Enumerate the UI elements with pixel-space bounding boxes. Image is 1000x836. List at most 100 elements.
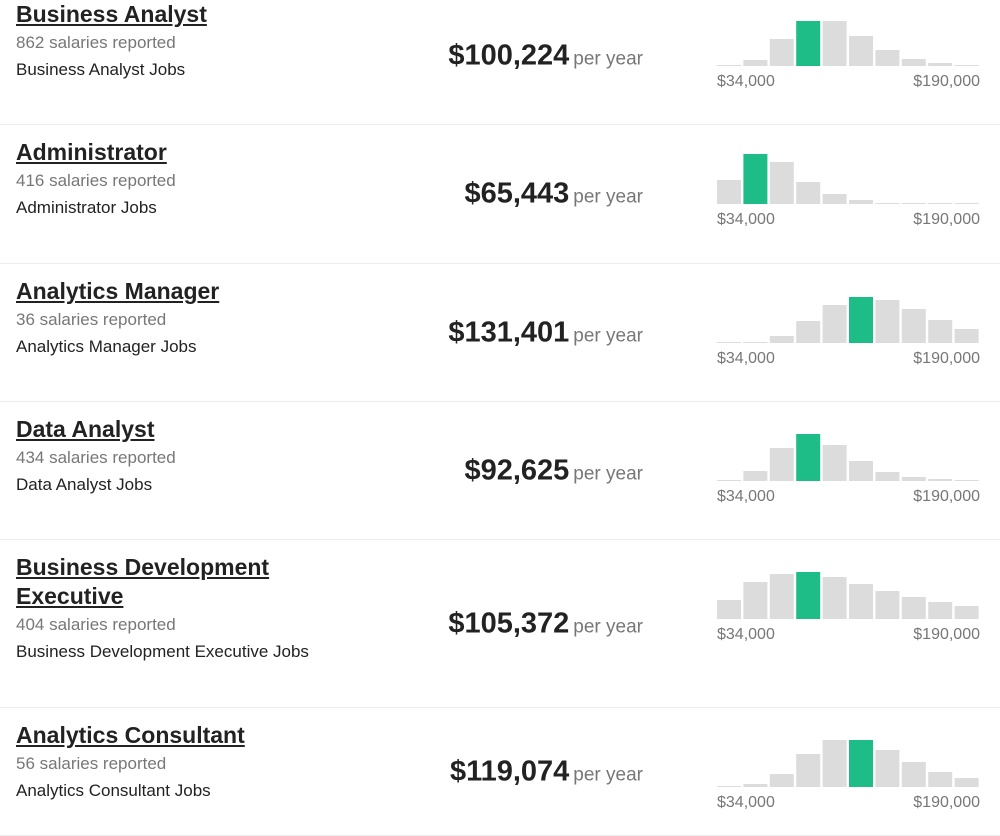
salaries-reported: 862 salaries reported bbox=[16, 33, 176, 52]
histogram-bar bbox=[901, 597, 926, 619]
histogram bbox=[717, 434, 979, 481]
salaries-reported: 434 salaries reported bbox=[16, 448, 176, 467]
histogram-bar bbox=[769, 774, 794, 787]
salary-amount: $65,443 bbox=[464, 177, 570, 210]
histogram-bar bbox=[796, 572, 821, 619]
histogram-bar bbox=[954, 778, 979, 787]
histogram-bar bbox=[875, 591, 900, 619]
histogram-bar bbox=[875, 472, 900, 481]
job-title[interactable]: Administrator bbox=[16, 139, 167, 165]
histogram-bar bbox=[849, 584, 873, 619]
histogram bbox=[717, 21, 979, 66]
histogram bbox=[717, 154, 979, 204]
histogram-bar bbox=[875, 300, 900, 343]
histogram-bar bbox=[928, 63, 953, 66]
jobs-link[interactable]: Business Analyst Jobs bbox=[16, 60, 186, 79]
histogram-bar bbox=[901, 477, 926, 481]
jobs-link[interactable]: Analytics Manager Jobs bbox=[16, 337, 197, 356]
histogram-bar bbox=[928, 203, 953, 204]
histogram-bar bbox=[954, 480, 979, 481]
histogram-bar bbox=[822, 577, 847, 619]
histogram-bar bbox=[717, 480, 741, 481]
salary-row: Data Analyst 434 salaries reported Data An… bbox=[0, 402, 1000, 540]
salary-amount: $105,372 bbox=[448, 607, 570, 639]
range-max: $190,000 bbox=[913, 73, 980, 90]
range-min: $34,000 bbox=[717, 488, 775, 505]
salary-amount: $131,401 bbox=[448, 316, 570, 348]
jobs-link[interactable]: Business Development Executive Jobs bbox=[16, 642, 309, 661]
histogram-bar bbox=[717, 600, 741, 619]
salaries-reported: 56 salaries reported bbox=[16, 754, 167, 773]
histogram-bar bbox=[901, 59, 926, 66]
salary-unit: per year bbox=[573, 463, 643, 484]
histogram-bar bbox=[822, 21, 847, 66]
salary-unit: per year bbox=[573, 616, 643, 637]
histogram-bar bbox=[875, 203, 900, 204]
salary-amount: $100,224 bbox=[448, 39, 570, 71]
histogram bbox=[717, 572, 979, 619]
histogram-bar bbox=[769, 39, 794, 66]
job-title[interactable]: Business Analyst bbox=[16, 1, 207, 27]
histogram-bar bbox=[769, 336, 794, 343]
salary: $105,372 per year bbox=[448, 607, 643, 640]
histogram-bar bbox=[849, 36, 873, 66]
job-info: Administrator 416 salaries reported Admini… bbox=[16, 138, 316, 221]
salary: $119,074 per year bbox=[450, 755, 643, 788]
range-max: $190,000 bbox=[913, 350, 980, 367]
salary: $65,443 per year bbox=[464, 178, 643, 211]
job-info: Analytics Consultant 56 salaries reported… bbox=[16, 721, 316, 804]
histogram-bar bbox=[796, 434, 821, 481]
histogram-bar bbox=[875, 750, 900, 787]
salary-amount: $119,074 bbox=[449, 755, 570, 787]
salary-unit: per year bbox=[573, 186, 643, 208]
job-title[interactable]: Data Analyst bbox=[16, 416, 155, 442]
histogram-bar bbox=[822, 305, 847, 343]
job-title[interactable]: Analytics Consultant bbox=[16, 722, 245, 748]
salary-row: Administrator 416 salaries reported Admini… bbox=[0, 125, 1000, 264]
histogram-bar bbox=[822, 445, 847, 481]
range-min: $34,000 bbox=[717, 211, 775, 228]
range-max: $190,000 bbox=[913, 794, 980, 811]
histogram-bar bbox=[769, 162, 794, 204]
histogram-bar bbox=[901, 762, 926, 787]
histogram-bar bbox=[849, 297, 873, 343]
histogram-bar bbox=[954, 65, 979, 66]
histogram-bar bbox=[901, 309, 926, 343]
histogram-bar bbox=[743, 471, 768, 481]
histogram-bar bbox=[822, 194, 847, 204]
histogram-bar bbox=[954, 606, 979, 619]
histogram-bar bbox=[743, 154, 768, 204]
histogram-bar bbox=[849, 740, 873, 787]
jobs-link[interactable]: Analytics Consultant Jobs bbox=[16, 781, 211, 800]
histogram bbox=[717, 740, 979, 787]
range-min: $34,000 bbox=[717, 350, 775, 367]
histogram-bar bbox=[796, 754, 821, 787]
histogram-bar bbox=[796, 321, 821, 343]
range-max: $190,000 bbox=[913, 488, 980, 505]
histogram-bar bbox=[928, 602, 953, 619]
histogram-bar bbox=[928, 479, 953, 481]
histogram-bar bbox=[928, 320, 953, 343]
salary-unit: per year bbox=[573, 48, 643, 69]
histogram-bar bbox=[743, 60, 768, 66]
histogram bbox=[717, 297, 979, 343]
jobs-link[interactable]: Administrator Jobs bbox=[16, 198, 157, 217]
salaries-reported: 416 salaries reported bbox=[16, 171, 176, 190]
histogram-bar bbox=[717, 180, 741, 204]
range-min: $34,000 bbox=[717, 73, 775, 90]
range-min: $34,000 bbox=[717, 626, 775, 643]
range-max: $190,000 bbox=[913, 211, 980, 228]
histogram-bar bbox=[769, 448, 794, 481]
salaries-reported: 404 salaries reported bbox=[16, 615, 176, 634]
salary-unit: per year bbox=[573, 764, 643, 785]
job-info: Data Analyst 434 salaries reported Data An… bbox=[16, 415, 316, 498]
salary: $100,224 per year bbox=[448, 39, 643, 72]
range-min: $34,000 bbox=[717, 794, 775, 811]
histogram-bar bbox=[717, 65, 741, 66]
jobs-link[interactable]: Data Analyst Jobs bbox=[16, 475, 153, 494]
job-title[interactable]: Business Development Executive bbox=[16, 554, 270, 609]
range-max: $190,000 bbox=[913, 626, 980, 643]
job-title[interactable]: Analytics Manager bbox=[16, 278, 220, 304]
